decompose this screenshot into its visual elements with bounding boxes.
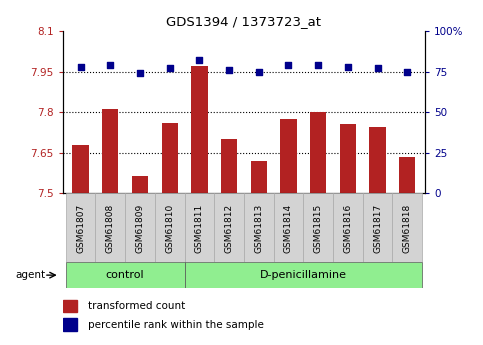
Bar	[363, 193, 392, 262]
Point	[136, 70, 144, 76]
Bar	[399, 157, 415, 193]
Point	[374, 66, 382, 71]
Point	[225, 67, 233, 73]
Bar	[392, 193, 422, 262]
Bar	[102, 109, 118, 193]
Bar	[191, 66, 208, 193]
Text: GSM61815: GSM61815	[313, 204, 323, 253]
Bar	[161, 123, 178, 193]
Bar	[310, 112, 327, 193]
Point	[196, 58, 203, 63]
Text: percentile rank within the sample: percentile rank within the sample	[88, 320, 264, 329]
Text: transformed count: transformed count	[88, 301, 185, 311]
Bar	[125, 193, 155, 262]
Text: GSM61809: GSM61809	[136, 204, 144, 253]
Bar	[72, 145, 89, 193]
Bar	[303, 193, 333, 262]
Bar	[63, 300, 77, 312]
Text: agent: agent	[15, 270, 46, 280]
Bar	[214, 193, 244, 262]
Point	[344, 64, 352, 69]
Bar	[273, 193, 303, 262]
Title: GDS1394 / 1373723_at: GDS1394 / 1373723_at	[167, 16, 321, 29]
Bar	[96, 193, 125, 262]
Text: control: control	[106, 270, 144, 280]
Point	[255, 69, 263, 74]
Bar	[369, 127, 386, 193]
Bar	[66, 262, 185, 288]
Bar	[244, 193, 273, 262]
Bar	[66, 193, 96, 262]
Text: GSM61811: GSM61811	[195, 204, 204, 253]
Text: GSM61818: GSM61818	[403, 204, 412, 253]
Point	[314, 62, 322, 68]
Point	[77, 64, 85, 69]
Bar	[340, 124, 356, 193]
Bar	[251, 161, 267, 193]
Text: GSM61812: GSM61812	[225, 204, 234, 253]
Bar	[63, 318, 77, 331]
Text: GSM61817: GSM61817	[373, 204, 382, 253]
Text: GSM61807: GSM61807	[76, 204, 85, 253]
Bar	[280, 119, 297, 193]
Point	[403, 69, 411, 74]
Bar	[185, 193, 214, 262]
Point	[106, 62, 114, 68]
Bar	[155, 193, 185, 262]
Text: GSM61810: GSM61810	[165, 204, 174, 253]
Point	[284, 62, 292, 68]
Text: GSM61813: GSM61813	[254, 204, 263, 253]
Point	[166, 66, 173, 71]
Text: GSM61808: GSM61808	[106, 204, 115, 253]
Text: GSM61816: GSM61816	[343, 204, 352, 253]
Bar	[132, 176, 148, 193]
Text: GSM61814: GSM61814	[284, 204, 293, 253]
Bar	[333, 193, 363, 262]
Bar	[185, 262, 422, 288]
Bar	[221, 139, 237, 193]
Text: D-penicillamine: D-penicillamine	[260, 270, 347, 280]
